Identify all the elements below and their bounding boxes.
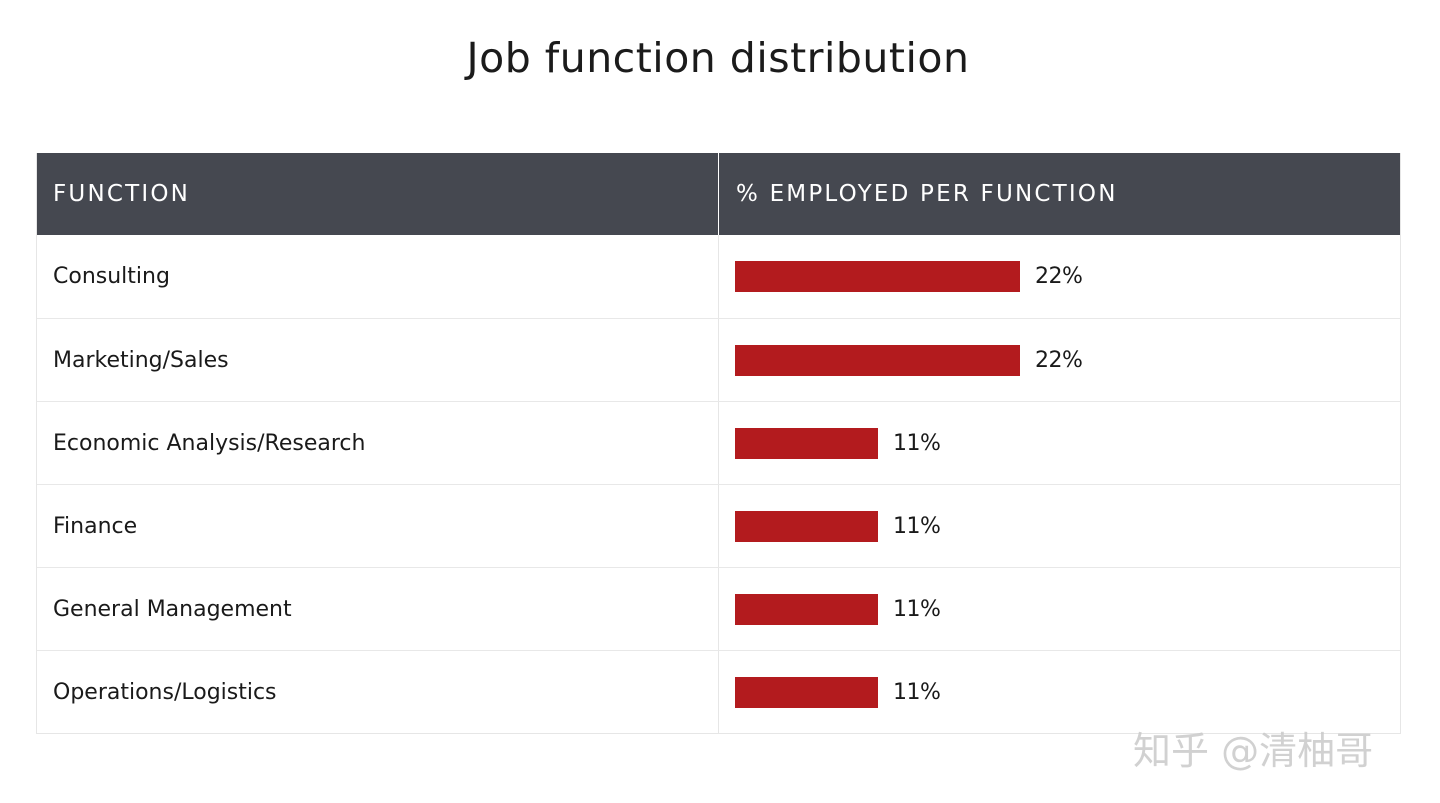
page-title: Job function distribution (466, 34, 970, 82)
bar-value-label: 11% (893, 513, 941, 539)
bar-value-label: 11% (893, 596, 941, 622)
function-label: Operations/Logistics (37, 651, 719, 733)
function-label: Finance (37, 485, 719, 567)
bar-cell: 11% (719, 651, 1400, 733)
bar-mark (735, 510, 878, 542)
bar-cell: 22% (719, 235, 1400, 318)
bar-cell: 11% (719, 485, 1400, 567)
function-label: Marketing/Sales (37, 319, 719, 401)
bar-cell: 11% (719, 402, 1400, 484)
function-label: General Management (37, 568, 719, 650)
bar-mark (735, 593, 878, 625)
bar-cell: 22% (719, 319, 1400, 401)
bar-mark (735, 676, 878, 708)
table-header: FUNCTION % EMPLOYED PER FUNCTION (37, 153, 1400, 235)
bar-value-label: 11% (893, 430, 941, 456)
header-function: FUNCTION (37, 153, 719, 235)
bar-cell: 11% (719, 568, 1400, 650)
table-row: General Management 11% (37, 567, 1400, 650)
table-body: Consulting 22% Marketing/Sales 22% Economic … (37, 235, 1400, 733)
bar-mark (735, 261, 1020, 292)
watermark: 知乎 @清柚哥 (1133, 729, 1374, 773)
header-percent-employed: % EMPLOYED PER FUNCTION (736, 181, 1118, 207)
bar-mark (735, 427, 878, 459)
table-row: Marketing/Sales 22% (37, 318, 1400, 401)
bar-value-label: 11% (893, 679, 941, 705)
bar-value-label: 22% (1035, 264, 1083, 289)
function-label: Economic Analysis/Research (37, 402, 719, 484)
bar-value-label: 22% (1035, 347, 1083, 373)
table-row: Finance 11% (37, 484, 1400, 567)
job-function-table: FUNCTION % EMPLOYED PER FUNCTION Consult… (36, 153, 1401, 734)
bar-mark (735, 344, 1020, 376)
table-row: Economic Analysis/Research 11% (37, 401, 1400, 484)
function-label: Consulting (37, 235, 719, 318)
table-row: Consulting 22% (37, 235, 1400, 318)
table-row: Operations/Logistics 11% (37, 650, 1400, 733)
